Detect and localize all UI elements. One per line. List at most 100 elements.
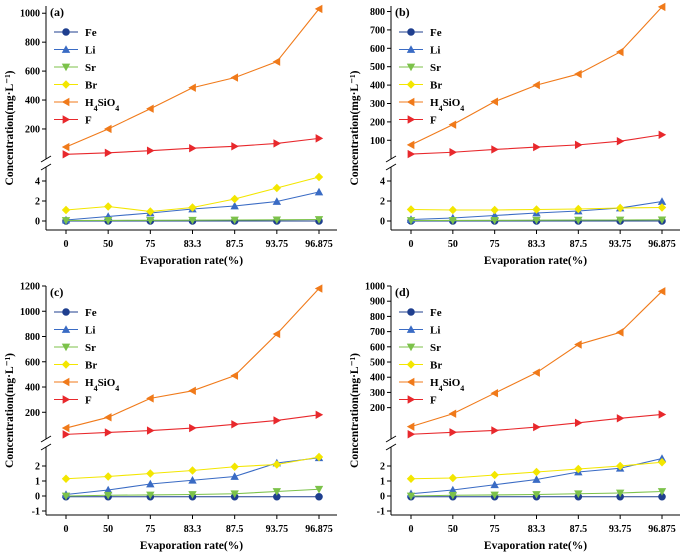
data-point xyxy=(314,485,324,494)
data-point xyxy=(574,464,583,474)
x-tick-label: 0 xyxy=(64,239,69,250)
data-point xyxy=(188,476,197,484)
data-point xyxy=(272,216,282,224)
x-tick-label: 50 xyxy=(448,524,458,535)
legend-label: Fe xyxy=(430,27,442,39)
x-tick-label: 50 xyxy=(448,239,458,250)
data-point xyxy=(406,205,416,214)
data-point xyxy=(103,124,112,134)
data-point xyxy=(657,458,667,467)
series-f xyxy=(407,410,667,439)
chart-panel: 200 400 600 800 1000 1200 -1 0 1 2 0 50 75 83.3 87.5 93… xyxy=(4,282,337,552)
y-tick-label: 800 xyxy=(370,7,385,18)
legend-marker xyxy=(61,377,70,387)
x-tick-label: 93.75 xyxy=(609,524,632,535)
data-point xyxy=(490,388,499,398)
data-point xyxy=(406,422,415,431)
data-point xyxy=(615,47,624,57)
series-line xyxy=(65,288,320,429)
legend: Fe Li Sr Br H4SiO4 F xyxy=(399,307,464,407)
data-point xyxy=(448,409,457,418)
data-point xyxy=(657,203,667,212)
series-line xyxy=(410,413,663,435)
panel-label: (a) xyxy=(50,5,64,19)
legend-label: Sr xyxy=(85,62,96,74)
panel-label: (d) xyxy=(395,285,410,299)
legend-label: F xyxy=(430,115,437,127)
y-tick-label: 600 xyxy=(25,67,40,78)
legend-marker xyxy=(61,325,71,333)
x-tick-label: 83.3 xyxy=(528,524,546,535)
data-point xyxy=(657,2,666,12)
legend-marker xyxy=(406,97,415,107)
data-point xyxy=(615,489,625,498)
legend-label: F xyxy=(430,395,437,407)
data-point xyxy=(272,57,281,66)
data-point xyxy=(315,410,324,419)
x-tick-label: 96.875 xyxy=(648,524,676,535)
data-point xyxy=(657,287,666,296)
data-point xyxy=(658,410,667,419)
series-line xyxy=(410,134,663,155)
series-h4sio4 xyxy=(406,2,666,150)
panel-label: (b) xyxy=(395,5,410,19)
data-point xyxy=(532,205,541,214)
legend-label: H4SiO4 xyxy=(430,97,464,113)
y-tick-label: 200 xyxy=(25,124,40,135)
data-point xyxy=(406,217,416,225)
x-tick-label: 83.3 xyxy=(184,239,202,250)
data-point xyxy=(314,284,323,293)
data-point xyxy=(103,202,113,211)
axis-break-mark xyxy=(385,443,397,451)
x-tick-label: 87.5 xyxy=(226,524,244,535)
data-point xyxy=(103,413,112,422)
x-tick-label: 87.5 xyxy=(570,524,588,535)
legend-label: F xyxy=(85,115,92,127)
data-point xyxy=(490,97,499,106)
legend-marker xyxy=(61,343,71,352)
data-point xyxy=(314,4,323,14)
legend-marker xyxy=(406,343,416,352)
data-point xyxy=(146,469,155,478)
legend: Fe Li Sr Br H4SiO4 F xyxy=(54,307,119,407)
data-point xyxy=(658,130,667,139)
data-point xyxy=(61,205,71,215)
x-tick-label: 50 xyxy=(103,524,113,535)
x-tick-label: 93.75 xyxy=(609,239,632,250)
data-point xyxy=(103,472,113,481)
data-point xyxy=(449,148,458,157)
legend-marker xyxy=(62,308,70,316)
data-point xyxy=(189,144,197,153)
axis-break-mark xyxy=(385,435,397,443)
legend-marker xyxy=(406,360,416,369)
data-point xyxy=(272,197,282,205)
x-tick-label: 87.5 xyxy=(570,239,588,250)
data-point xyxy=(103,491,113,500)
data-point xyxy=(104,148,113,158)
y-tick-label: 800 xyxy=(25,332,40,343)
legend-label: Sr xyxy=(85,342,96,354)
legend-marker xyxy=(406,80,416,89)
data-point xyxy=(230,472,239,480)
y-tick-label: 4 xyxy=(380,177,385,188)
x-tick-label: 75 xyxy=(145,239,155,250)
legend-marker xyxy=(62,28,70,36)
data-point xyxy=(61,217,71,225)
x-axis-label: Evaporation rate(%) xyxy=(484,540,587,552)
data-point xyxy=(407,149,416,159)
legend-marker xyxy=(407,395,416,404)
data-point xyxy=(146,479,155,488)
data-point xyxy=(532,216,541,225)
series-sr xyxy=(406,216,667,225)
x-axis-label: Evaporation rate(%) xyxy=(140,540,243,552)
y-tick-label: 600 xyxy=(370,44,385,55)
data-point xyxy=(230,194,239,204)
data-point xyxy=(314,187,324,196)
data-point xyxy=(615,203,625,213)
legend-label: Br xyxy=(430,360,442,372)
legend-marker xyxy=(61,80,71,89)
legend-label: H4SiO4 xyxy=(85,377,119,393)
data-point xyxy=(532,80,540,90)
y-tick-label: 2 xyxy=(380,197,385,208)
data-point xyxy=(615,461,625,471)
